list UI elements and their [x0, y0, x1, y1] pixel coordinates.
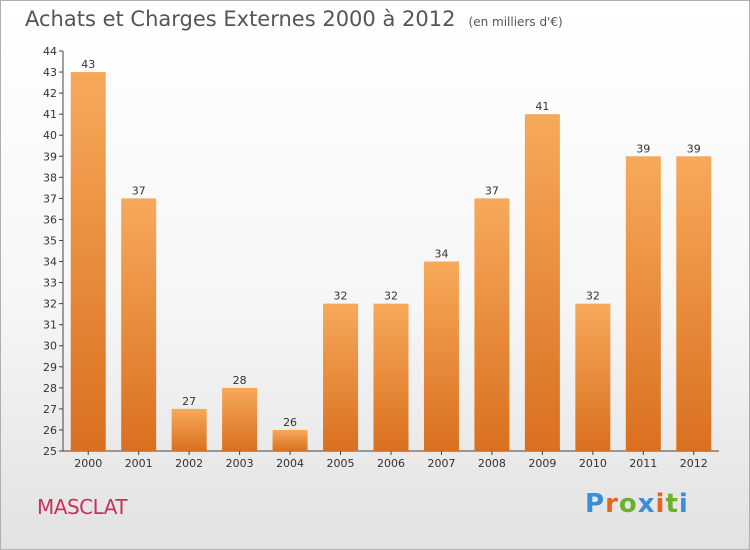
y-tick-label: 42: [43, 87, 57, 100]
bar: [676, 156, 712, 451]
y-tick-label: 43: [43, 66, 57, 79]
x-tick-label: 2001: [125, 457, 153, 470]
bar: [524, 114, 560, 451]
y-tick-label: 30: [43, 340, 57, 353]
x-tick-label: 2007: [427, 457, 455, 470]
x-tick-label: 2009: [528, 457, 556, 470]
x-tick-label: 2008: [478, 457, 506, 470]
bar: [474, 198, 510, 451]
x-tick-label: 2003: [226, 457, 254, 470]
bar: [625, 156, 661, 451]
bar-value-label: 32: [334, 290, 348, 303]
y-tick-label: 33: [43, 277, 57, 290]
bar: [121, 198, 157, 451]
bar: [272, 429, 308, 451]
logo-letter: t: [665, 489, 679, 519]
y-tick-label: 38: [43, 171, 57, 184]
y-tick-label: 32: [43, 298, 57, 311]
bar-value-label: 26: [283, 416, 297, 429]
bar: [171, 408, 207, 451]
bar: [323, 303, 359, 451]
logo-letter: P: [585, 489, 606, 519]
bar: [70, 72, 106, 451]
y-tick-label: 27: [43, 403, 57, 416]
y-tick-label: 39: [43, 150, 57, 163]
chart-unit: (en milliers d'€): [468, 15, 563, 29]
bar-value-label: 34: [434, 248, 448, 261]
x-tick-label: 2004: [276, 457, 304, 470]
y-tick-label: 36: [43, 213, 57, 226]
x-tick-label: 2000: [74, 457, 102, 470]
x-tick-label: 2010: [579, 457, 607, 470]
y-tick-label: 34: [43, 256, 57, 269]
y-tick-label: 28: [43, 382, 57, 395]
bar-value-label: 32: [586, 290, 600, 303]
x-tick-label: 2012: [680, 457, 708, 470]
bar: [373, 303, 409, 451]
bar-value-label: 41: [535, 100, 549, 113]
bar-value-label: 43: [81, 58, 95, 71]
logo-letter: i: [678, 489, 689, 519]
bar: [423, 261, 459, 451]
x-tick-label: 2005: [327, 457, 355, 470]
y-tick-label: 25: [43, 445, 57, 458]
bar-value-label: 32: [384, 290, 398, 303]
y-tick-label: 35: [43, 234, 57, 247]
bar-value-label: 37: [485, 184, 499, 197]
chart-title: Achats et Charges Externes 2000 à 2012: [25, 7, 456, 31]
bar-value-label: 39: [687, 142, 701, 155]
bar-value-label: 37: [132, 184, 146, 197]
y-tick-label: 41: [43, 108, 57, 121]
proxiti-logo: Proxiti: [585, 489, 689, 519]
y-tick-label: 29: [43, 361, 57, 374]
bar: [222, 387, 258, 451]
logo-letter: r: [605, 489, 619, 519]
bar: [575, 303, 611, 451]
y-tick-label: 44: [43, 45, 57, 58]
x-tick-label: 2011: [629, 457, 657, 470]
bar-value-label: 39: [636, 142, 650, 155]
bar-value-label: 27: [182, 395, 196, 408]
bar-value-label: 28: [233, 374, 247, 387]
commune-name: MASCLAT: [37, 495, 128, 519]
logo-letter: x: [637, 489, 656, 519]
x-tick-label: 2006: [377, 457, 405, 470]
y-tick-label: 31: [43, 319, 57, 332]
logo-letter: i: [655, 489, 666, 519]
y-tick-label: 37: [43, 192, 57, 205]
chart-title-block: Achats et Charges Externes 2000 à 2012 (…: [25, 7, 563, 31]
x-tick-label: 2002: [175, 457, 203, 470]
logo-letter: o: [618, 489, 638, 519]
y-tick-label: 26: [43, 424, 57, 437]
y-tick-label: 40: [43, 129, 57, 142]
